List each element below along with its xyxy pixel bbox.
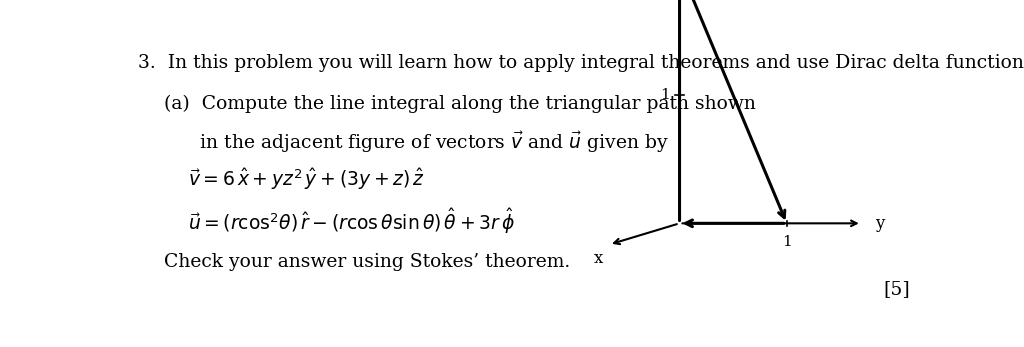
Text: 3.  In this problem you will learn how to apply integral theorems and use Dirac : 3. In this problem you will learn how to… bbox=[137, 54, 1024, 72]
Text: 1: 1 bbox=[660, 88, 670, 102]
Text: in the adjacent figure of vectors $\vec{v}$ and $\vec{u}$ given by: in the adjacent figure of vectors $\vec{… bbox=[164, 130, 669, 155]
Text: x: x bbox=[594, 250, 603, 267]
Text: $\vec{u} = (r\cos^2\!\theta)\,\hat{r} - (r\cos\theta\sin\theta)\,\hat{\theta} + : $\vec{u} = (r\cos^2\!\theta)\,\hat{r} - … bbox=[187, 206, 514, 236]
Text: [5]: [5] bbox=[883, 280, 909, 298]
Text: 1: 1 bbox=[781, 235, 792, 249]
Text: (a)  Compute the line integral along the triangular path shown: (a) Compute the line integral along the … bbox=[164, 95, 756, 113]
Text: $\vec{v} = 6\,\hat{x} + yz^2\,\hat{y} + (3y + z)\,\hat{z}$: $\vec{v} = 6\,\hat{x} + yz^2\,\hat{y} + … bbox=[187, 166, 424, 192]
Text: Check your answer using Stokes’ theorem.: Check your answer using Stokes’ theorem. bbox=[164, 253, 570, 271]
Text: y: y bbox=[874, 215, 885, 232]
